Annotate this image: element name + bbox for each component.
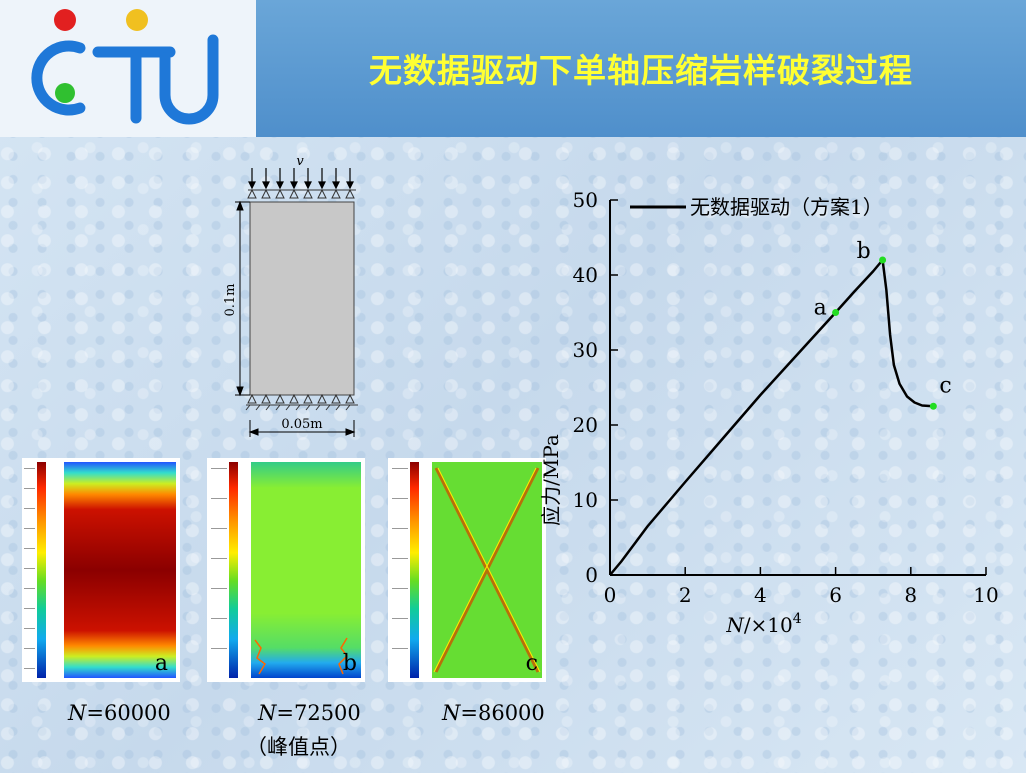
x-tick-label: 0 [604, 583, 617, 607]
series-line [609, 258, 934, 576]
point-label-b: b [857, 239, 871, 264]
caption-b-note: （峰值点） [246, 735, 351, 759]
contour-panel-c: c [388, 458, 546, 682]
logo-green-dot [55, 83, 75, 103]
caption-c: N=86000 [442, 701, 545, 725]
width-label: 0.05m [281, 417, 322, 432]
chart-ticks: 0 2 4 6 8 10 0 10 20 30 40 50 [573, 188, 999, 607]
color-bar-ticks [392, 468, 408, 649]
color-bar-ticks [24, 468, 35, 669]
stress-field-b [251, 462, 361, 678]
logo-yellow-dot [126, 9, 148, 31]
point-label-a: a [814, 296, 827, 321]
color-bar [229, 462, 238, 678]
load-arrows [248, 168, 354, 190]
caption-b-symbol: N [258, 701, 277, 725]
x-axis-label: N/×104 [725, 611, 801, 637]
y-tick-label: 50 [573, 188, 598, 212]
caption-a-symbol: N [68, 701, 87, 725]
x-tick-label: 8 [904, 583, 917, 607]
specimen-schematic: v 0.1m 0.05m [223, 154, 358, 437]
x-tick-label: 6 [829, 583, 842, 607]
bottom-supports [245, 393, 358, 411]
x-axis-label-rest: /×10 [744, 613, 793, 637]
x-tick-label: 10 [973, 583, 998, 607]
page-title: 无数据驱动下单轴压缩岩样破裂过程 [369, 51, 913, 90]
panel-letter-a: a [155, 651, 168, 676]
caption-c-symbol: N [442, 701, 461, 725]
point-marker-b [879, 256, 887, 264]
stress-strain-chart: 0 2 4 6 8 10 0 10 20 30 40 50 a b c 无数据驱动（方案1） 应力/MPa… [539, 188, 999, 637]
y-axis-label: 应力/MPa [539, 434, 563, 526]
x-tick-label: 4 [754, 583, 767, 607]
velocity-label: v [296, 154, 304, 169]
y-tick-label: 20 [573, 413, 598, 437]
legend-label: 无数据驱动（方案1） [690, 195, 883, 219]
point-marker-a [832, 309, 840, 316]
color-bar [37, 462, 46, 678]
logo-u-shape [159, 34, 219, 125]
chart-points: a b c [814, 239, 952, 410]
caption-b: N=72500 [258, 701, 361, 725]
x-axis-label-exp: 4 [793, 611, 802, 627]
shear-bands [434, 467, 540, 673]
x-axis-label-symbol: N [725, 613, 745, 637]
caption-c-value: =86000 [460, 701, 545, 725]
color-bar [410, 462, 419, 678]
point-label-c: c [939, 373, 951, 398]
logo-t-shape [92, 46, 176, 124]
y-tick-label: 40 [573, 263, 598, 287]
contour-panel-b: b [207, 458, 365, 682]
logo-icon [31, 9, 219, 125]
crack-initiation [254, 637, 348, 675]
y-tick-label: 0 [585, 563, 598, 587]
logo-panel [0, 0, 256, 137]
y-tick-label: 30 [573, 338, 598, 362]
caption-a-value: =60000 [86, 701, 171, 725]
contour-panel-a: a [22, 458, 180, 682]
panel-letter-c: c [526, 651, 538, 676]
logo-red-dot [54, 9, 76, 31]
panel-letter-b: b [343, 651, 357, 676]
chart-axes [609, 200, 986, 576]
height-label: 0.1m [223, 283, 238, 316]
height-dimension [235, 200, 250, 397]
width-dimension [248, 420, 356, 437]
title-bar: 无数据驱动下单轴压缩岩样破裂过程 [256, 0, 1026, 137]
color-bar-ticks [211, 468, 227, 649]
caption-b-value: =72500 [276, 701, 361, 725]
y-tick-label: 10 [573, 488, 598, 512]
chart-series [609, 258, 934, 576]
point-marker-c [929, 402, 937, 410]
logo-c-shape [31, 40, 86, 116]
shear-band-highlights [433, 467, 541, 673]
top-rollers [247, 188, 356, 199]
stress-field-a [64, 462, 176, 678]
specimen-body [249, 201, 355, 396]
x-tick-label: 2 [679, 583, 692, 607]
caption-a: N=60000 [68, 701, 171, 725]
